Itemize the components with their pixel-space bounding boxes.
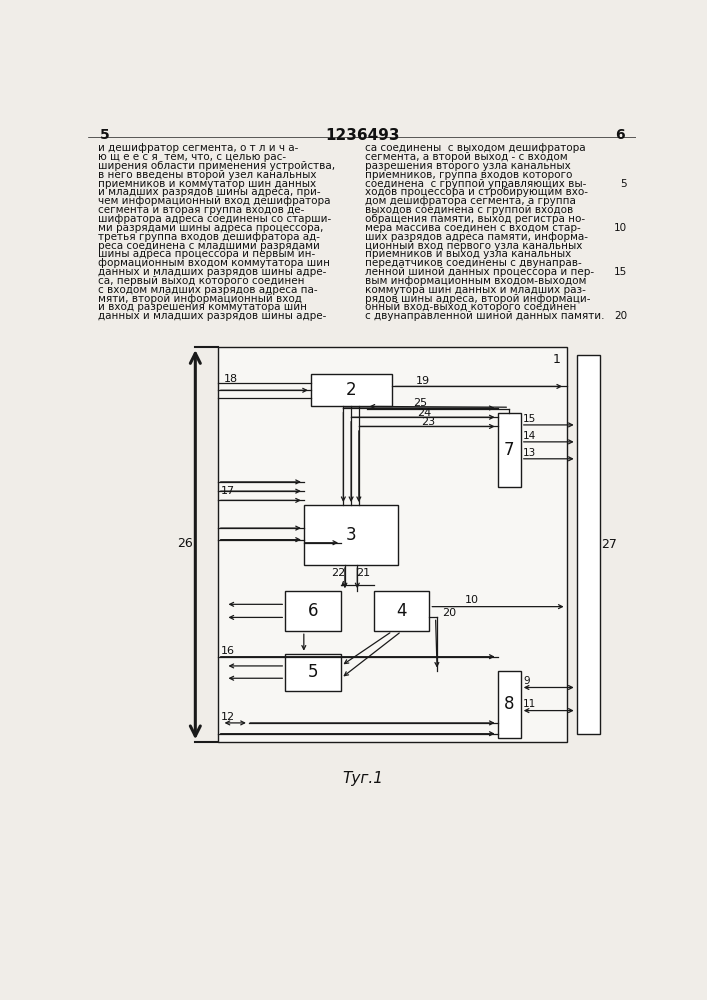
Bar <box>285 591 341 631</box>
Bar <box>373 591 429 631</box>
Text: 24: 24 <box>417 408 431 418</box>
Text: 22: 22 <box>332 568 346 578</box>
Text: шифратора адреса соединены со старши-: шифратора адреса соединены со старши- <box>98 214 331 224</box>
Text: 4: 4 <box>396 602 407 620</box>
Text: 2: 2 <box>346 381 357 399</box>
Text: 5: 5 <box>620 179 627 189</box>
Text: 14: 14 <box>523 431 537 441</box>
Text: разрешения второго узла канальных: разрешения второго узла канальных <box>365 161 571 171</box>
Text: в него введены второй узел канальных: в него введены второй узел канальных <box>98 170 316 180</box>
Text: 15: 15 <box>614 267 627 277</box>
Bar <box>498 671 521 738</box>
Text: 16: 16 <box>221 646 235 656</box>
Bar <box>311 374 392 406</box>
Text: 10: 10 <box>614 223 627 233</box>
Text: онный вход-выход которого соединен: онный вход-выход которого соединен <box>365 302 576 312</box>
Text: 1: 1 <box>552 353 561 366</box>
Text: данных и младших разрядов шины адре-: данных и младших разрядов шины адре- <box>98 267 326 277</box>
Text: приемников и выход узла канальных: приемников и выход узла канальных <box>365 249 571 259</box>
Text: шины адреса процессора и первым ин-: шины адреса процессора и первым ин- <box>98 249 315 259</box>
Text: с двунаправленной шиной данных памяти.: с двунаправленной шиной данных памяти. <box>365 311 604 321</box>
Text: 26: 26 <box>177 537 193 550</box>
Text: с входом младших разрядов адреса па-: с входом младших разрядов адреса па- <box>98 285 317 295</box>
Text: 19: 19 <box>416 376 431 386</box>
Text: 20: 20 <box>614 311 627 321</box>
Text: приемников и коммутатор шин данных: приемников и коммутатор шин данных <box>98 179 316 189</box>
Text: 10: 10 <box>465 595 479 605</box>
Text: третья группа входов дешифратора ад-: третья группа входов дешифратора ад- <box>98 232 320 242</box>
Text: данных и младших разрядов шины адре-: данных и младших разрядов шины адре- <box>98 311 326 321</box>
Text: 13: 13 <box>523 448 537 458</box>
Text: мера массива соединен с входом стар-: мера массива соединен с входом стар- <box>365 223 580 233</box>
Bar <box>498 413 521 487</box>
Text: формационным входом коммутатора шин: формационным входом коммутатора шин <box>98 258 329 268</box>
Bar <box>285 654 341 691</box>
Text: ционный вход первого узла канальных: ционный вход первого узла канальных <box>365 241 583 251</box>
Text: 9: 9 <box>523 676 530 686</box>
Text: 27: 27 <box>601 538 617 551</box>
Text: коммутора шин данных и младших раз-: коммутора шин данных и младших раз- <box>365 285 586 295</box>
Text: ходов процессора и стробирующим вхо-: ходов процессора и стробирующим вхо- <box>365 187 588 197</box>
Text: 6: 6 <box>308 602 318 620</box>
Text: 7: 7 <box>504 441 515 459</box>
Bar <box>304 505 398 565</box>
Text: приемников, группа входов которого: приемников, группа входов которого <box>365 170 573 180</box>
Text: са, первый выход которого соединен: са, первый выход которого соединен <box>98 276 304 286</box>
Text: ми разрядами шины адреса процессора,: ми разрядами шины адреса процессора, <box>98 223 323 233</box>
Text: 18: 18 <box>224 374 238 384</box>
Text: Τуг.1: Τуг.1 <box>342 771 383 786</box>
Text: 11: 11 <box>523 699 537 709</box>
Text: 5: 5 <box>100 128 110 142</box>
Text: 5: 5 <box>308 663 318 681</box>
Text: рядов шины адреса, второй информаци-: рядов шины адреса, второй информаци- <box>365 294 590 304</box>
Text: 23: 23 <box>421 417 435 427</box>
Text: обращения памяти, выход регистра но-: обращения памяти, выход регистра но- <box>365 214 585 224</box>
Text: реса соединена с младшими разрядами: реса соединена с младшими разрядами <box>98 241 320 251</box>
Bar <box>577 355 600 734</box>
Text: и вход разрешения коммутатора шин: и вход разрешения коммутатора шин <box>98 302 307 312</box>
Text: 8: 8 <box>504 695 515 713</box>
Text: сегмента и вторая группа входов де-: сегмента и вторая группа входов де- <box>98 205 304 215</box>
Text: выходов соединена с группой входов: выходов соединена с группой входов <box>365 205 573 215</box>
Text: мяти, второй информационный вход: мяти, второй информационный вход <box>98 294 302 304</box>
Text: 12: 12 <box>221 712 235 722</box>
Text: ленной шиной данных процессора и пер-: ленной шиной данных процессора и пер- <box>365 267 594 277</box>
Text: 15: 15 <box>523 414 537 424</box>
Text: ю щ е е с я  тем, что, с целью рас-: ю щ е е с я тем, что, с целью рас- <box>98 152 286 162</box>
Text: дом дешифратора сегмента, а группа: дом дешифратора сегмента, а группа <box>365 196 576 206</box>
Text: 1236493: 1236493 <box>325 128 400 143</box>
Text: и дешифратор сегмента, о т л и ч а-: и дешифратор сегмента, о т л и ч а- <box>98 143 298 153</box>
Bar <box>218 347 566 742</box>
Text: 25: 25 <box>413 398 427 408</box>
Text: 3: 3 <box>346 526 356 544</box>
Text: 17: 17 <box>221 486 235 496</box>
Text: вым информационным входом-выходом: вым информационным входом-выходом <box>365 276 586 286</box>
Text: 6: 6 <box>615 128 625 142</box>
Text: ших разрядов адреса памяти, информа-: ших разрядов адреса памяти, информа- <box>365 232 588 242</box>
Text: ширения области применения устройства,: ширения области применения устройства, <box>98 161 335 171</box>
Text: чем информационный вход дешифратора: чем информационный вход дешифратора <box>98 196 330 206</box>
Text: передатчиков соединены с двунаправ-: передатчиков соединены с двунаправ- <box>365 258 582 268</box>
Text: 21: 21 <box>356 568 370 578</box>
Text: са соединены  с выходом дешифратора: са соединены с выходом дешифратора <box>365 143 585 153</box>
Text: и младших разрядов шины адреса, при-: и младших разрядов шины адреса, при- <box>98 187 320 197</box>
Text: соединена  с группой управляющих вы-: соединена с группой управляющих вы- <box>365 179 586 189</box>
Text: 20: 20 <box>442 608 456 618</box>
Text: сегмента, а второй выход - с входом: сегмента, а второй выход - с входом <box>365 152 568 162</box>
